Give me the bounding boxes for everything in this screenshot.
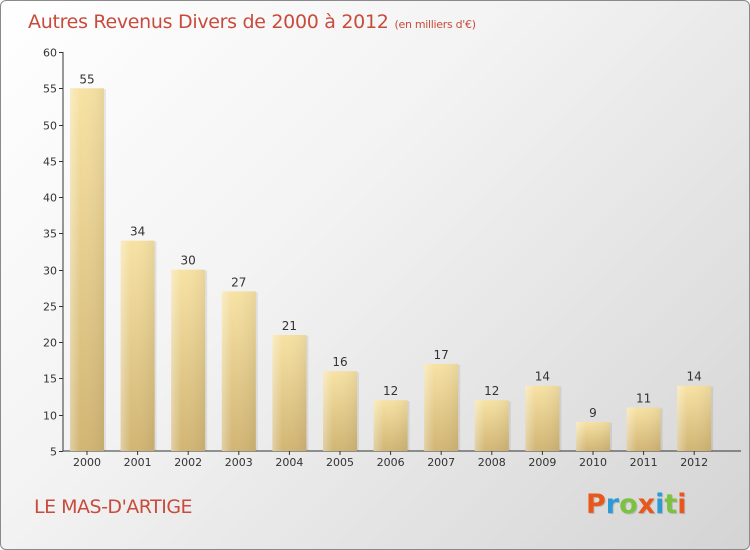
bar-highlight <box>424 363 459 451</box>
y-tick-label: 30 <box>43 265 57 278</box>
bar-highlight <box>221 291 256 451</box>
bar-highlight <box>525 385 560 451</box>
x-tick-label: 2009 <box>528 456 556 469</box>
data-labels: 55 34 30 27 21 16 12 17 12 14 9 11 14 <box>79 72 701 420</box>
data-label: 16 <box>332 355 347 369</box>
logo-letter: x <box>637 489 656 520</box>
data-label: 30 <box>181 254 196 268</box>
bar-highlight <box>272 334 307 451</box>
y-tick-label: 25 <box>43 301 57 314</box>
data-label: 21 <box>282 319 297 333</box>
x-tick-label: 2003 <box>225 456 253 469</box>
chart-unit: (en milliers d'€) <box>394 18 476 31</box>
logo-letter: r <box>605 489 620 520</box>
y-tick-label: 55 <box>43 83 57 96</box>
y-tick-label: 15 <box>43 373 57 386</box>
bar-highlight <box>576 421 610 451</box>
x-tick-label: 2012 <box>680 456 708 469</box>
data-label: 12 <box>383 384 398 398</box>
y-tick-label: 20 <box>43 337 57 350</box>
x-tick-label: 2005 <box>326 456 354 469</box>
data-label: 9 <box>589 406 597 420</box>
data-label: 12 <box>484 384 499 398</box>
y-tick-label: 60 <box>43 47 57 60</box>
bar-highlight <box>626 407 661 451</box>
bar-highlight <box>373 400 408 451</box>
y-tick-label: 35 <box>43 228 57 241</box>
x-tick-label: 2011 <box>630 456 658 469</box>
y-tick-label: 50 <box>43 120 57 133</box>
logo-letter: i <box>677 489 687 520</box>
x-tick-label: 2001 <box>124 456 152 469</box>
x-tick-label: 2004 <box>275 456 303 469</box>
data-label: 11 <box>636 391 651 405</box>
bar-highlight <box>70 88 104 451</box>
bar-highlight <box>120 240 155 451</box>
x-tick-label: 2010 <box>579 456 607 469</box>
y-tick-label: 40 <box>43 192 57 205</box>
bar-highlight <box>323 371 357 451</box>
x-tick-label: 2006 <box>377 456 405 469</box>
x-tick-label: 2000 <box>73 456 101 469</box>
logo-letter: o <box>619 489 638 520</box>
data-label: 34 <box>130 225 145 239</box>
logo-letter: i <box>655 489 665 520</box>
logo-letter: P <box>586 489 606 520</box>
commune-name: LE MAS-D'ARTIGE <box>34 496 193 518</box>
x-tick-label: 2007 <box>427 456 455 469</box>
data-label: 14 <box>535 370 550 384</box>
bar-highlight <box>474 400 509 451</box>
bar-highlight <box>677 385 712 451</box>
data-label: 17 <box>434 348 449 362</box>
chart-title-text: Autres Revenus Divers de 2000 à 2012 <box>28 11 389 33</box>
logo-letter: t <box>664 489 678 520</box>
x-tick-label: 2002 <box>174 456 202 469</box>
bars <box>70 88 714 451</box>
data-label: 14 <box>687 370 702 384</box>
bar-highlight <box>171 269 206 451</box>
chart-title: Autres Revenus Divers de 2000 à 2012 (en … <box>28 11 476 33</box>
x-tick-label: 2008 <box>478 456 506 469</box>
proxiti-logo[interactable]: Proxiti <box>586 489 687 520</box>
data-label: 27 <box>231 275 246 289</box>
y-tick-label: 5 <box>50 446 57 459</box>
y-tick-label: 10 <box>43 410 57 423</box>
data-label: 55 <box>79 72 94 86</box>
y-tick-label: 45 <box>43 156 57 169</box>
